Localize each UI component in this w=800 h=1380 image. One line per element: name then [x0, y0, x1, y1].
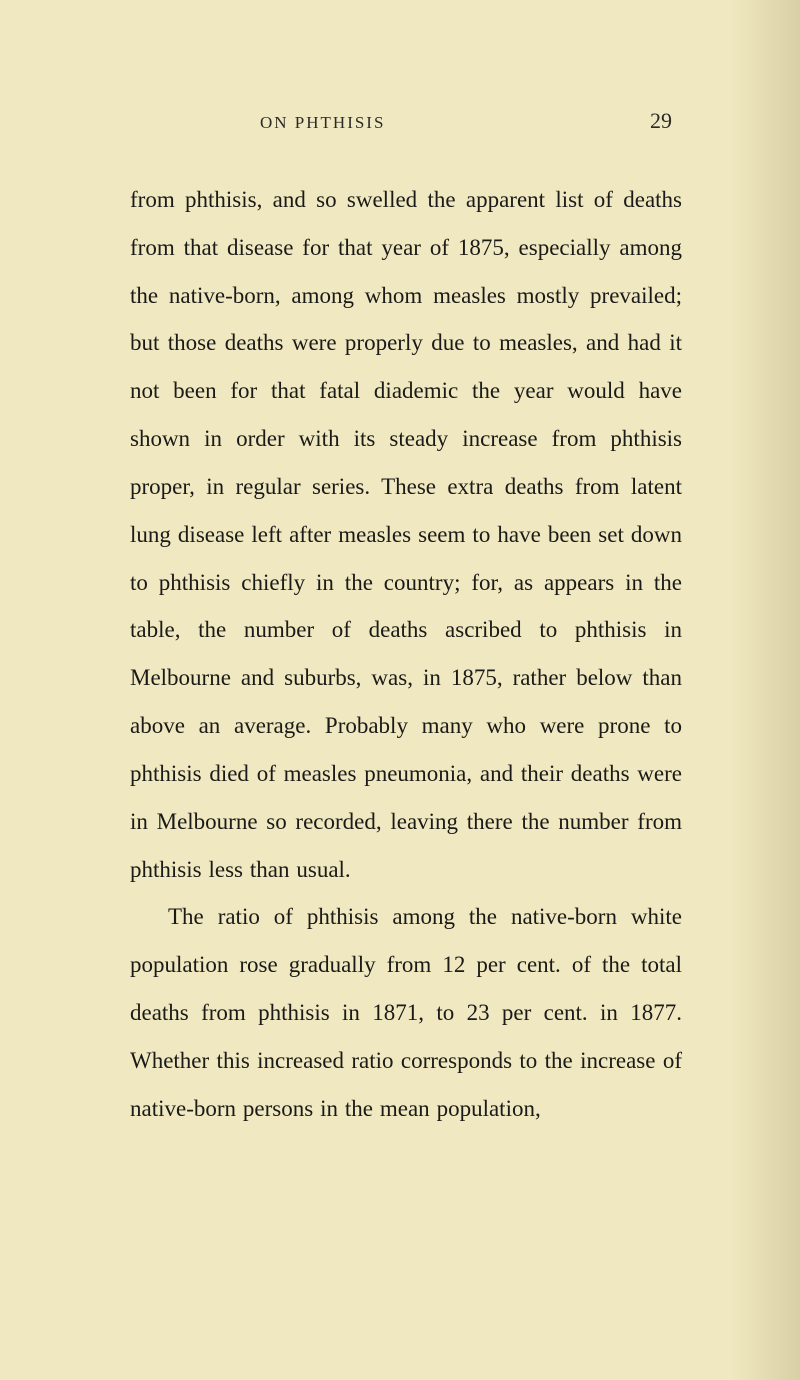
- body-text: from phthisis, and so swelled the appare…: [130, 176, 682, 1133]
- running-head: ON PHTHISIS: [260, 113, 385, 133]
- paragraph: from phthisis, and so swelled the appare…: [130, 176, 682, 893]
- page-header: ON PHTHISIS 29: [130, 108, 682, 134]
- page-container: ON PHTHISIS 29 from phthisis, and so swe…: [0, 0, 800, 1380]
- page-number: 29: [650, 108, 672, 134]
- paragraph: The ratio of phthisis among the native-b…: [130, 893, 682, 1132]
